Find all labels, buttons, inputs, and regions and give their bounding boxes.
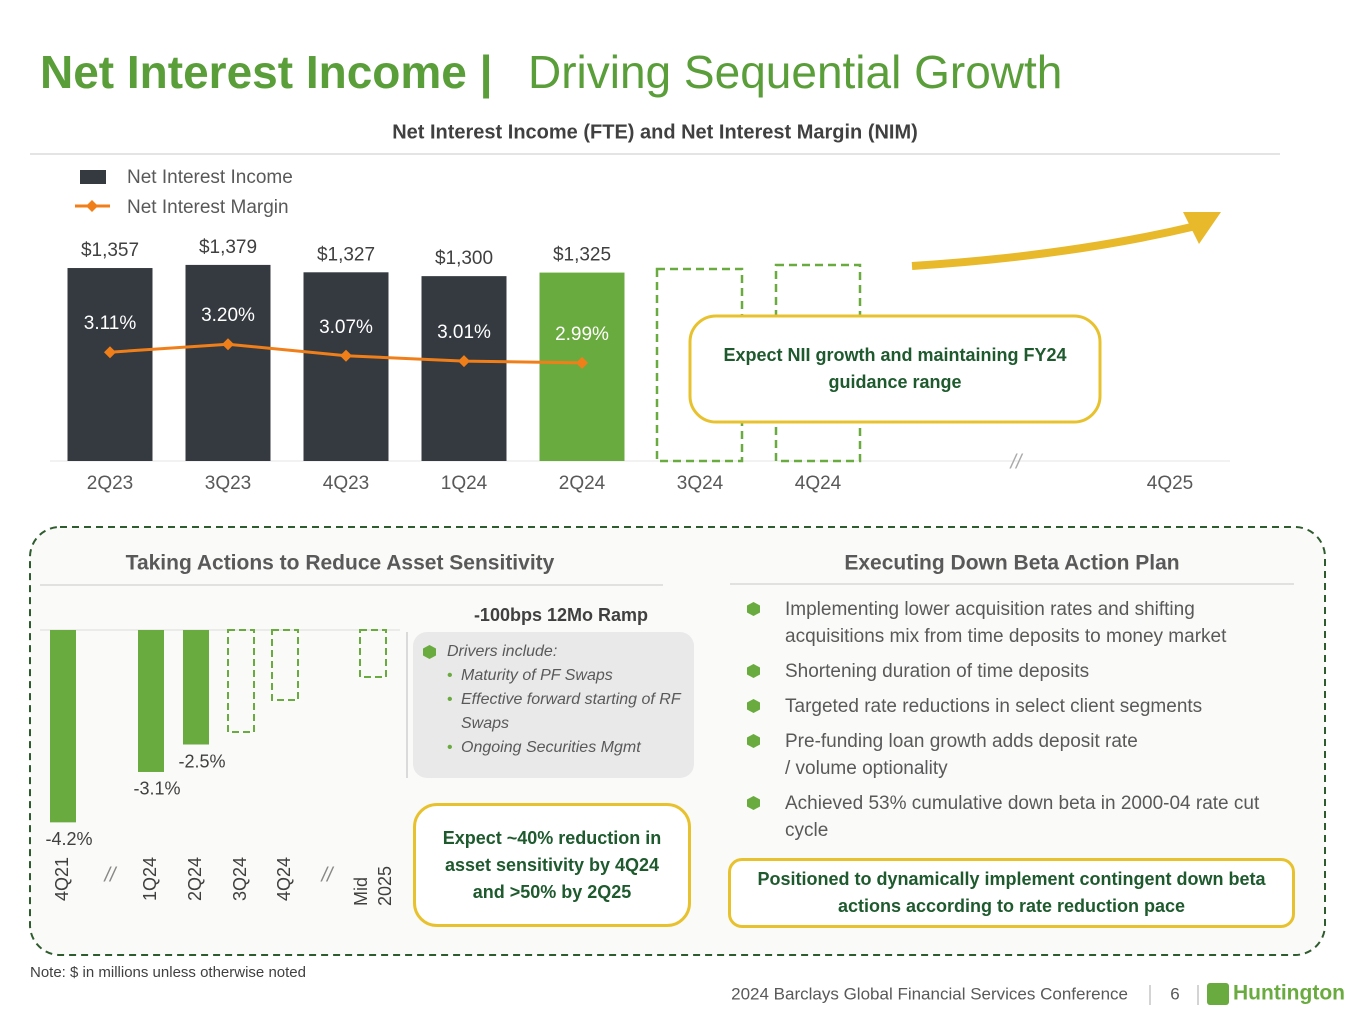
callout-box — [688, 314, 1102, 424]
x-tick-label: 3Q24 — [677, 473, 724, 494]
chart-subtitle: -100bps 12Mo Ramp — [474, 605, 648, 625]
bar — [185, 264, 271, 461]
action-item: Achieved 53% cumulative down beta in 200… — [785, 790, 1295, 844]
nim-marker — [458, 355, 470, 368]
x-tick-label: 4Q25 — [1147, 473, 1193, 494]
x-tick-label: 3Q24 — [230, 857, 250, 901]
x-tick-label: Mid 2025 — [351, 866, 395, 906]
chart-title: Net Interest Income (FTE) and Net Intere… — [392, 121, 918, 143]
action-item: Targeted rate reductions in select clien… — [785, 693, 1295, 720]
nim-label: 3.01% — [437, 322, 491, 343]
drivers-heading: Drivers include: — [447, 640, 684, 664]
driver-item: Effective forward starting of RF Swaps — [447, 688, 684, 736]
action-item: Pre-funding loan growth adds deposit rat… — [785, 728, 1145, 782]
x-tick-label: 4Q24 — [795, 473, 842, 494]
value-label: $1,327 — [317, 244, 375, 265]
axis-break: // — [319, 864, 335, 886]
value-label: -2.5% — [178, 751, 225, 771]
logo-mark — [1207, 983, 1229, 1005]
value-label: -4.2% — [45, 829, 92, 849]
axis-break: // — [102, 864, 118, 886]
x-tick-label: 4Q21 — [52, 857, 72, 901]
drivers-box: Drivers include: Maturity of PF Swaps Ef… — [413, 632, 694, 778]
x-tick-label: 3Q23 — [205, 473, 251, 494]
x-tick-label: 4Q24 — [274, 857, 294, 901]
legend-label: Net Interest Income — [127, 167, 293, 188]
section-title: Taking Actions to Reduce Asset Sensitivi… — [126, 552, 555, 575]
growth-arrow — [911, 222, 1197, 270]
placeholder-bar — [655, 267, 744, 463]
action-item: Shortening duration of time deposits — [785, 658, 1295, 685]
bar — [67, 268, 153, 461]
placeholder-bar — [271, 629, 299, 701]
x-tick-label: 2Q23 — [87, 473, 133, 494]
nim-marker — [576, 356, 588, 369]
footer-text: 2024 Barclays Global Financial Services … — [731, 984, 1128, 1003]
nim-marker — [340, 349, 352, 362]
value-label: $1,357 — [81, 240, 139, 261]
nim-label: 3.11% — [84, 313, 137, 334]
bar — [183, 630, 209, 745]
value-label: $1,325 — [553, 245, 611, 266]
section-title: Executing Down Beta Action Plan — [844, 552, 1179, 575]
value-label: -3.1% — [133, 779, 180, 799]
bar — [50, 630, 76, 823]
annotation: Expect NII growth and maintaining FY24 g… — [723, 345, 1067, 392]
x-tick-label: 2Q24 — [559, 473, 606, 494]
x-tick-label: 1Q24 — [140, 857, 160, 901]
brand: Huntington — [1233, 982, 1345, 1005]
nim-marker — [222, 338, 234, 351]
action-list: Implementing lower acquisition rates and… — [785, 596, 1295, 844]
value-label: $1,300 — [435, 248, 493, 269]
placeholder-bar — [359, 629, 387, 678]
bar — [421, 276, 507, 461]
legend-label: Net Interest Margin — [127, 197, 289, 218]
page-number: 6 — [1170, 984, 1179, 1003]
drivers-list: Maturity of PF Swaps Effective forward s… — [447, 664, 684, 760]
title: Net Interest Income | — [40, 46, 493, 98]
callout: Positioned to dynamically implement cont… — [728, 858, 1295, 928]
x-tick-label: 1Q24 — [441, 473, 488, 494]
nim-label: 3.07% — [319, 317, 373, 338]
bar — [138, 630, 164, 772]
nim-marker — [104, 346, 116, 359]
callout: Expect ~40% reduction in asset sensitivi… — [413, 803, 691, 927]
nim-label: 3.20% — [201, 305, 255, 326]
note: Note: $ in millions unless otherwise not… — [30, 964, 306, 981]
action-item: Implementing lower acquisition rates and… — [785, 596, 1295, 650]
legend-swatch — [80, 170, 106, 184]
value-label: $1,379 — [199, 237, 257, 258]
axis-break: // — [1008, 451, 1024, 473]
driver-item: Maturity of PF Swaps — [447, 664, 684, 688]
arrow-head — [1183, 212, 1221, 244]
legend-swatch — [86, 200, 98, 212]
driver-item: Ongoing Securities Mgmt — [447, 736, 684, 760]
bar — [303, 272, 389, 461]
nim-label: 2.99% — [555, 324, 609, 345]
placeholder-bar — [227, 629, 255, 733]
subtitle: Driving Sequential Growth — [528, 46, 1062, 98]
x-tick-label: 2Q24 — [185, 857, 205, 901]
x-tick-label: 4Q23 — [323, 473, 369, 494]
